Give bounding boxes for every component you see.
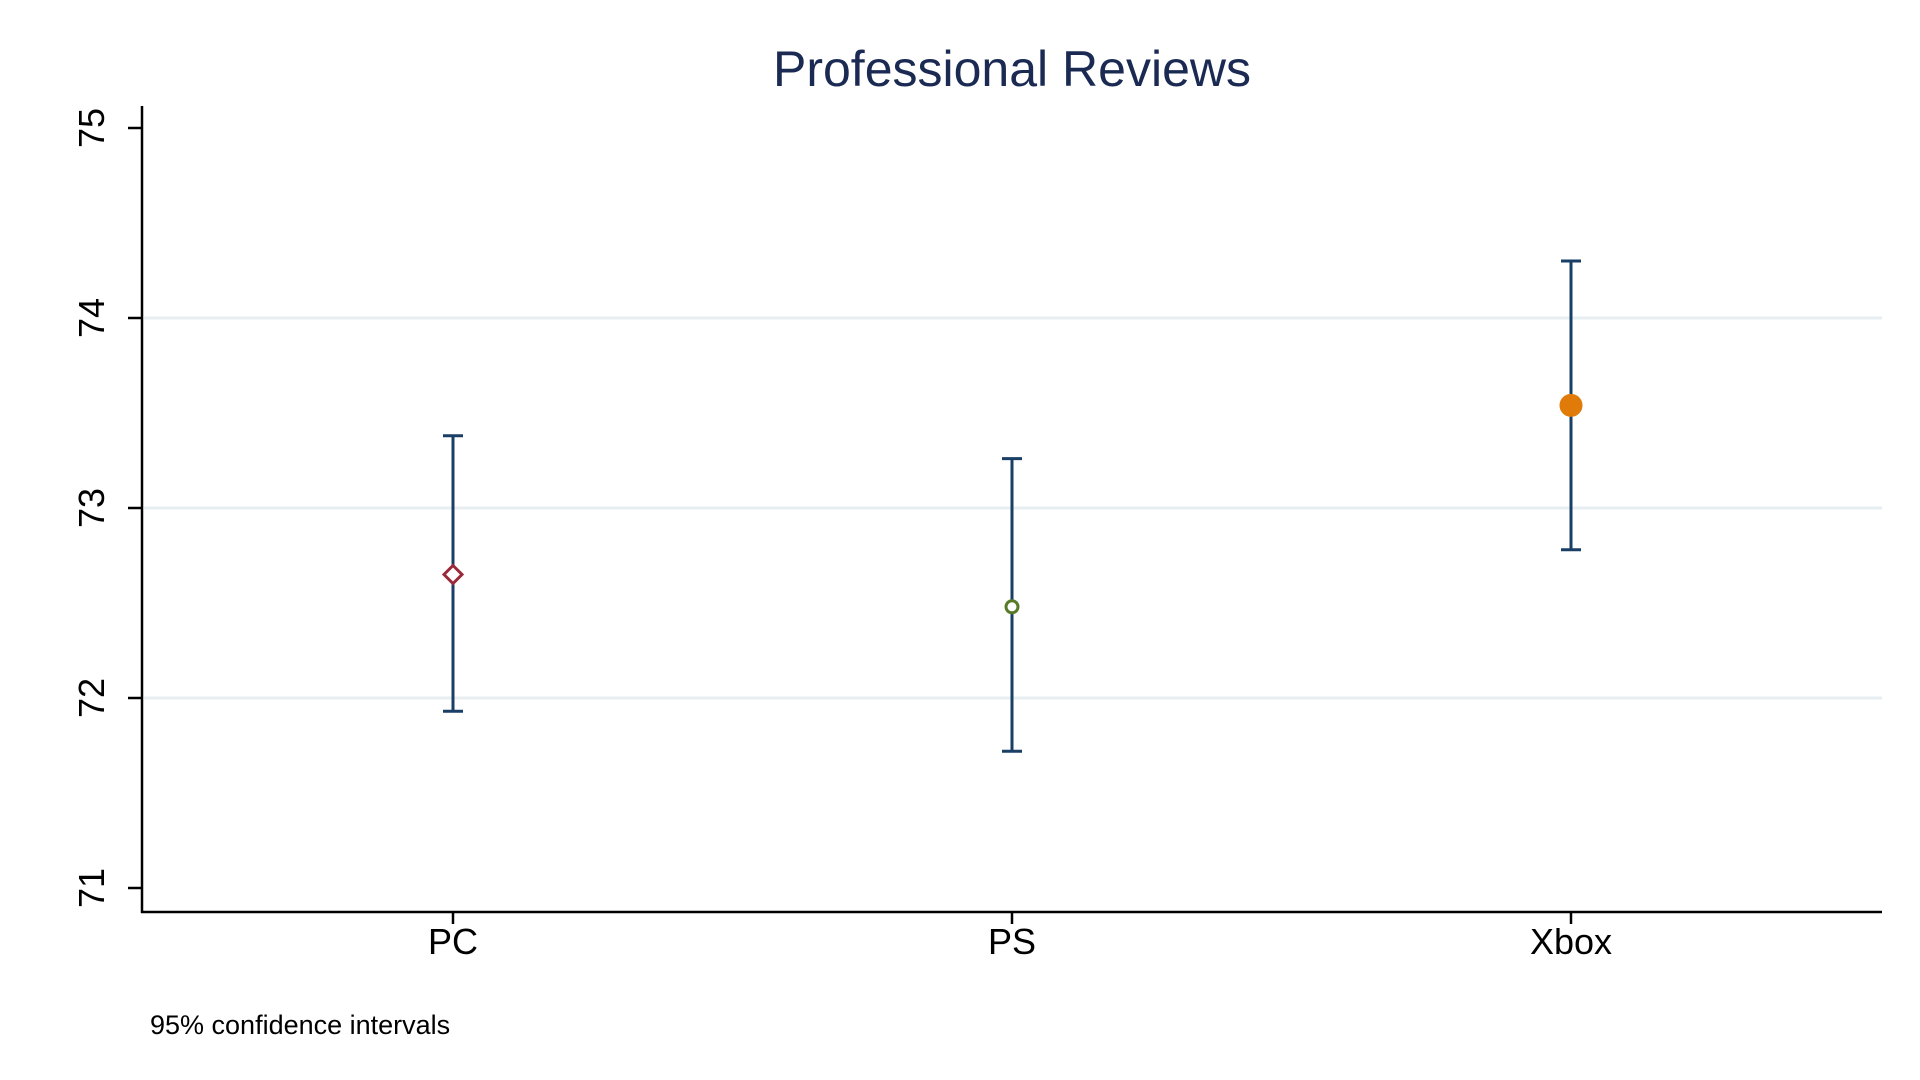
ci-group-ps	[1002, 457, 1022, 753]
y-tick-label-71: 71	[71, 868, 112, 908]
point-marker-pc	[441, 563, 465, 586]
x-axis-ticks: PC PS Xbox	[428, 912, 1612, 962]
point-marker-xbox	[1559, 393, 1583, 417]
chart-title: Professional Reviews	[773, 41, 1251, 97]
y-tick-label-72: 72	[71, 678, 112, 718]
x-tick-label-ps: PS	[988, 921, 1036, 962]
y-axis-ticks: 71 72 73 74 75	[71, 108, 142, 908]
chart-marks	[441, 259, 1583, 753]
y-tick-label-74: 74	[71, 298, 112, 338]
chart-note: 95% confidence intervals	[150, 1010, 450, 1040]
x-tick-label-pc: PC	[428, 921, 478, 962]
ci-group-pc	[441, 434, 465, 713]
x-tick-label-xbox: Xbox	[1530, 921, 1612, 962]
y-tick-label-75: 75	[71, 108, 112, 148]
ci-group-xbox	[1559, 259, 1583, 552]
y-tick-label-73: 73	[71, 488, 112, 528]
point-marker-ps	[1004, 599, 1020, 615]
